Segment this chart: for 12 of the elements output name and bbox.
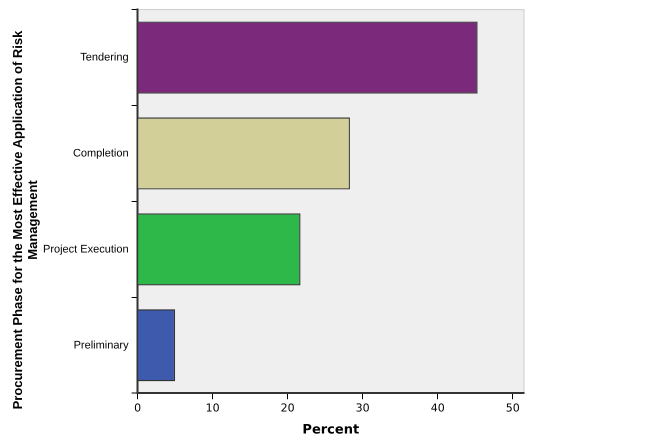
y-tick-label: Tendering: [80, 52, 129, 64]
x-axis-title: Percent: [302, 422, 360, 438]
y-tick-label: Preliminary: [74, 339, 130, 352]
y-tick-label: Project Execution: [42, 243, 129, 256]
x-tick-label: 10: [206, 402, 220, 415]
x-tick-label: 50: [506, 402, 520, 415]
x-tick-label: 0: [134, 402, 142, 415]
x-tick-label: 30: [356, 402, 370, 415]
x-tick-label: 20: [280, 402, 295, 415]
y-tick-label: Completion: [72, 147, 129, 160]
y-axis-title: Procurement Phase for the Most Effective Application of Risk Management: [10, 30, 40, 412]
x-tick-label: 40: [430, 402, 445, 415]
